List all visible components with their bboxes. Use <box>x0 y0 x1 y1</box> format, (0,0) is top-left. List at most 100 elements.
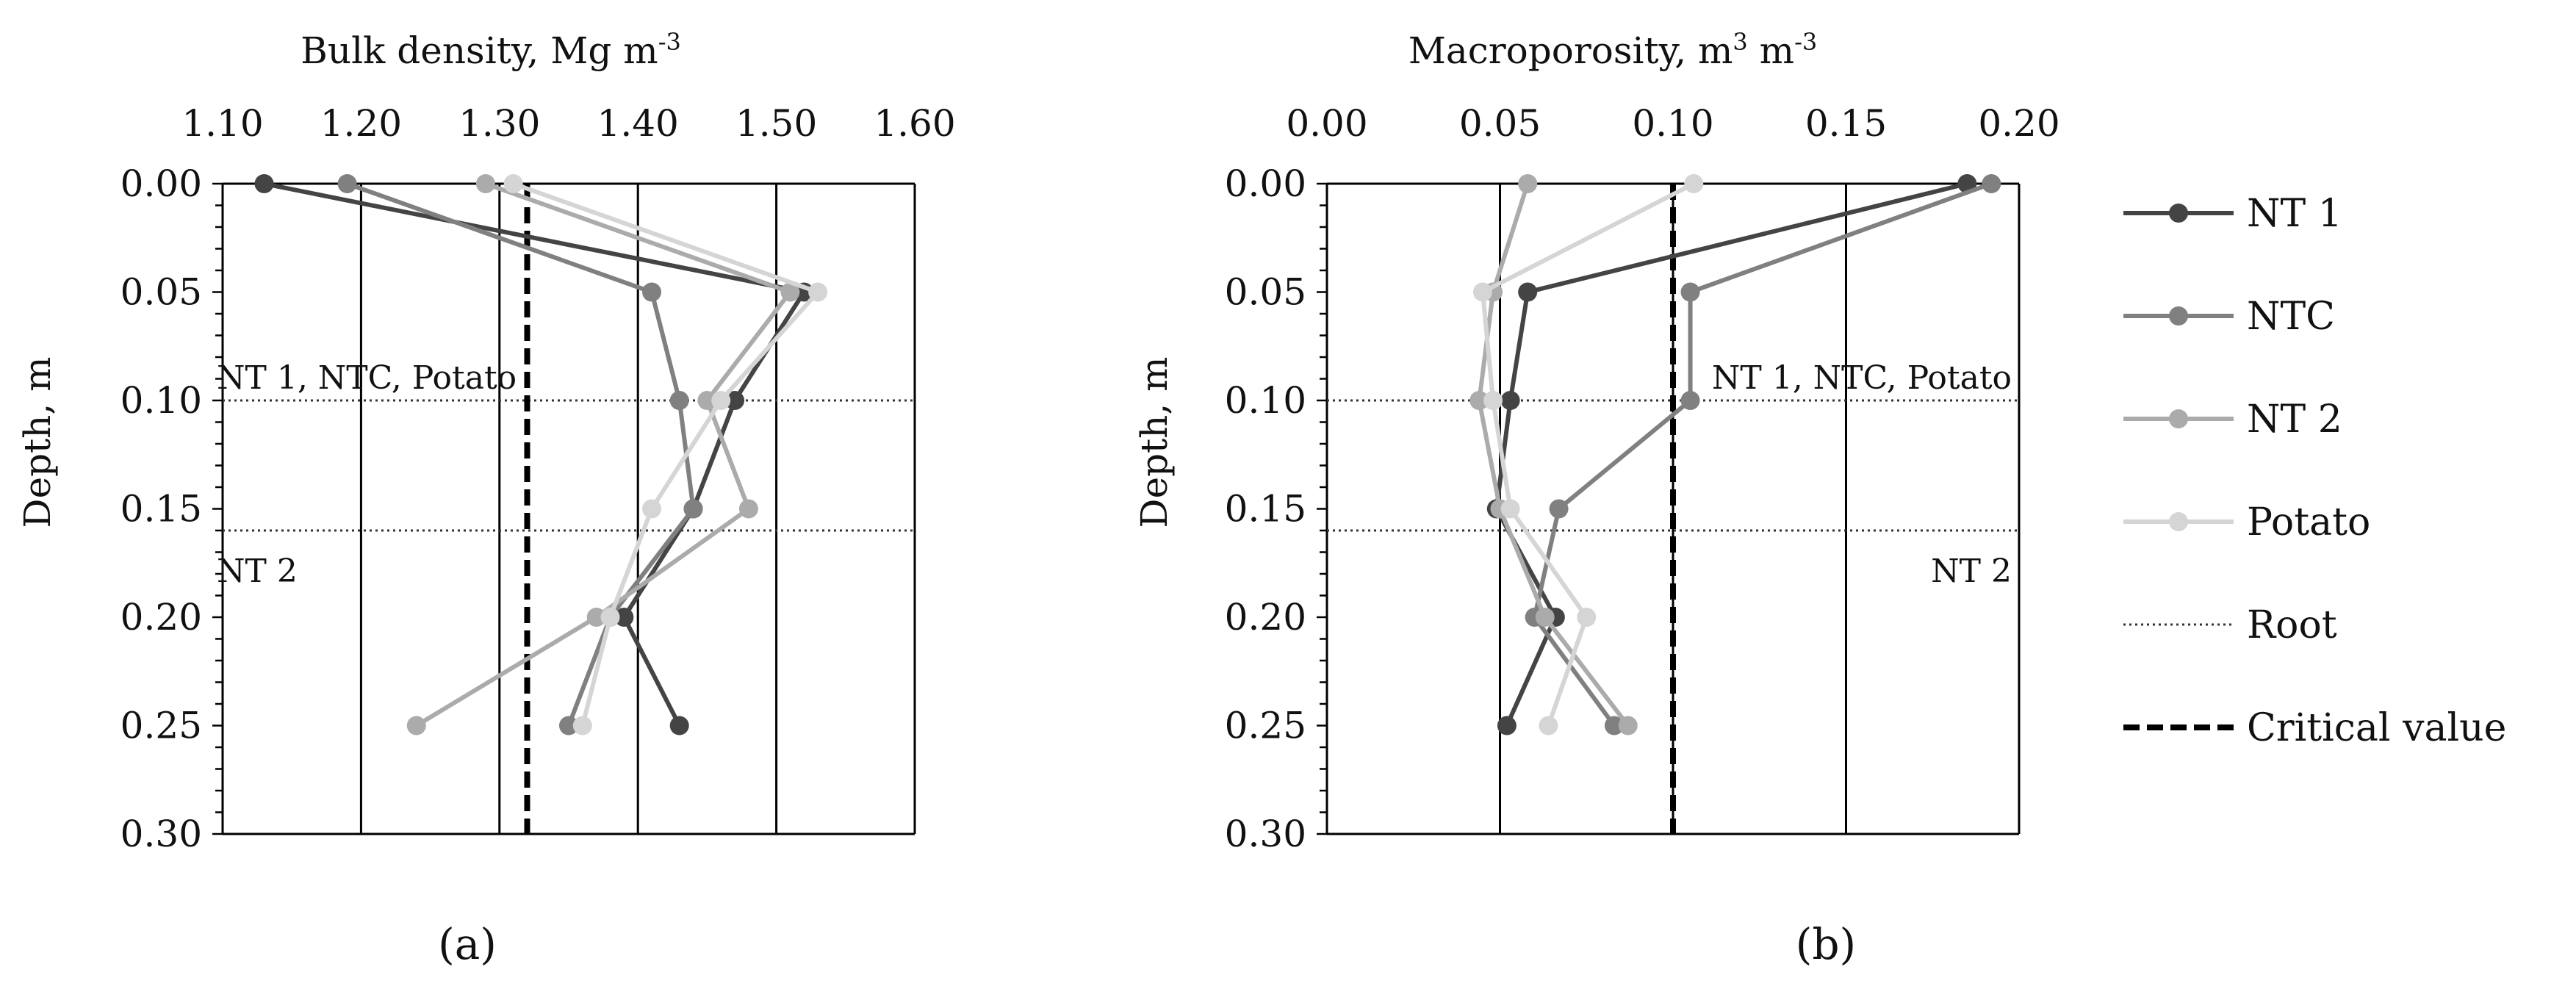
x-tick-label: 0.20 <box>1978 102 2059 145</box>
data-point <box>1604 716 1624 736</box>
data-point <box>1535 608 1555 627</box>
data-point <box>780 282 800 302</box>
y-tick-label: 0.10 <box>1225 379 1306 422</box>
y-tick-label: 0.20 <box>1225 596 1306 639</box>
y-tick-label: 0.30 <box>120 813 202 855</box>
data-point <box>738 499 758 519</box>
panel-b-label: (b) <box>1796 919 1856 969</box>
legend: NT 1 NTC NT 2 Potato Root Critical value <box>2123 192 2506 750</box>
legend-label: Potato <box>2247 500 2370 544</box>
panel-b-root-lines: NT 1, NTC, Potato NT 2 <box>1327 359 2019 590</box>
legend-item: Potato <box>2123 500 2370 544</box>
data-point <box>642 499 662 519</box>
series-nt-2 <box>406 174 800 736</box>
data-point <box>1680 282 1700 302</box>
y-tick-label: 0.15 <box>1225 488 1306 531</box>
root-line-label: NT 1, NTC, Potato <box>217 359 517 397</box>
legend-swatch-marker <box>2169 512 2188 531</box>
x-tick-label: 0.00 <box>1286 102 1367 145</box>
series-line <box>1532 181 1993 727</box>
data-point <box>1577 608 1597 627</box>
series-potato <box>1472 174 1704 736</box>
panel-b-grid <box>1317 182 2021 835</box>
panel-b-y-tick-labels: 0.00 0.05 0.10 0.15 0.20 0.25 0.30 <box>1225 162 1306 855</box>
series-line <box>346 181 696 727</box>
x-tick-label: 0.15 <box>1805 102 1887 145</box>
panel-a-label: (a) <box>438 919 497 969</box>
panel-a-y-tick-labels: 0.00 0.05 0.10 0.15 0.20 0.25 0.30 <box>120 162 202 855</box>
legend-swatch-marker <box>2169 204 2188 223</box>
data-point <box>1684 174 1704 193</box>
y-tick-label: 0.20 <box>120 596 202 639</box>
panel-a-ylabel: Depth, m <box>16 356 59 528</box>
panel-b-series <box>1469 174 2001 736</box>
data-point <box>1469 391 1489 410</box>
data-point <box>254 174 274 193</box>
panel-a-x-tick-labels: 1.10 1.20 1.30 1.40 1.50 1.60 <box>181 102 955 145</box>
data-point <box>503 174 523 193</box>
series-line <box>1477 183 1630 727</box>
data-point <box>475 174 495 193</box>
panel-a-series <box>254 174 828 736</box>
series-line <box>512 181 821 727</box>
x-tick-label: 1.50 <box>735 102 817 145</box>
root-line-label: NT 2 <box>217 553 298 590</box>
x-tick-label: 1.10 <box>181 102 263 145</box>
series-line <box>263 181 807 727</box>
legend-item: Critical value <box>2123 706 2506 750</box>
data-point <box>808 282 828 302</box>
x-tick-label: 1.60 <box>874 102 955 145</box>
root-line-label: NT 2 <box>1931 553 2012 590</box>
data-point <box>642 282 662 302</box>
series-potato <box>503 174 828 736</box>
legend-item: Root <box>2123 603 2337 647</box>
panel-a: Bulk density, Mg m-3 Depth, m 1.10 1.20 1.… <box>16 28 956 969</box>
legend-label: NT 1 <box>2247 192 2342 236</box>
series-line <box>415 181 793 728</box>
data-point <box>1549 499 1569 519</box>
data-point <box>1518 174 1538 193</box>
series-nt-2 <box>1469 174 1638 736</box>
data-point <box>1539 716 1558 736</box>
data-point <box>337 174 357 193</box>
y-tick-label: 0.30 <box>1225 813 1306 855</box>
y-tick-label: 0.10 <box>120 379 202 422</box>
series-line <box>1480 181 1695 727</box>
y-tick-label: 0.00 <box>1225 162 1306 205</box>
y-tick-label: 0.05 <box>1225 271 1306 314</box>
data-point <box>1497 716 1517 736</box>
legend-item: NTC <box>2123 295 2335 339</box>
legend-swatch-marker <box>2169 409 2188 428</box>
x-tick-label: 0.10 <box>1632 102 1713 145</box>
data-point <box>600 608 620 627</box>
panel-a-root-lines: NT 1, NTC, Potato NT 2 <box>217 359 915 590</box>
legend-label: NTC <box>2247 295 2335 339</box>
y-tick-label: 0.15 <box>120 488 202 531</box>
data-point <box>1500 499 1520 519</box>
data-point <box>725 391 745 410</box>
legend-label: Critical value <box>2247 706 2506 750</box>
x-tick-label: 0.05 <box>1459 102 1541 145</box>
x-tick-label: 1.20 <box>320 102 402 145</box>
panel-b-x-tick-labels: 0.00 0.05 0.10 0.15 0.20 <box>1286 102 2059 145</box>
y-tick-label: 0.00 <box>120 162 202 205</box>
data-point <box>669 716 689 736</box>
panel-b-title: Macroporosity, m3 m-3 <box>1408 28 1818 72</box>
panel-a-title: Bulk density, Mg m-3 <box>301 28 681 72</box>
panel-b: Macroporosity, m3 m-3 Depth, m 0.00 0.05 0… <box>1133 28 2060 969</box>
data-point <box>1472 282 1492 302</box>
data-point <box>406 716 426 736</box>
legend-item: NT 1 <box>2123 192 2342 236</box>
data-point <box>559 716 578 736</box>
y-tick-label: 0.05 <box>120 271 202 314</box>
data-point <box>586 608 606 627</box>
data-point <box>1982 174 2001 193</box>
legend-item: NT 2 <box>2123 398 2342 442</box>
legend-label: NT 2 <box>2247 398 2342 442</box>
series-ntc <box>1525 174 2001 736</box>
data-point <box>711 391 731 410</box>
y-tick-label: 0.25 <box>120 705 202 747</box>
root-line-label: NT 1, NTC, Potato <box>1712 359 2012 397</box>
series-ntc <box>337 174 703 736</box>
